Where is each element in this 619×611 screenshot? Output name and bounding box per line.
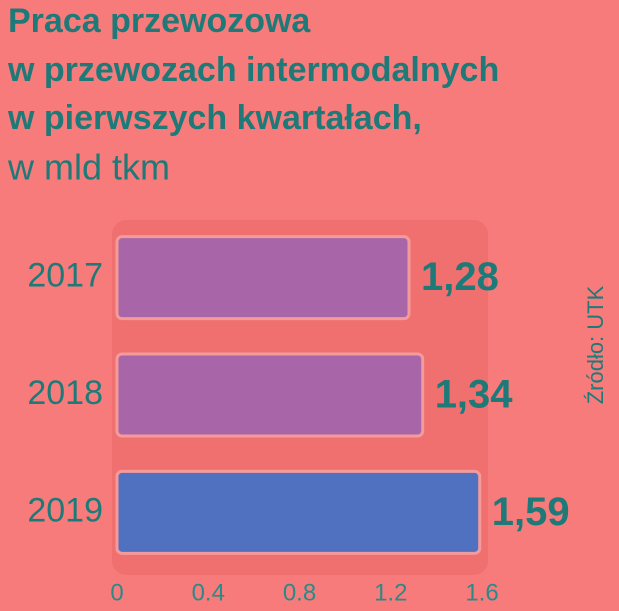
- bar: [115, 352, 425, 438]
- bar: [115, 469, 482, 555]
- chart-subtitle: w mld tkm: [7, 147, 170, 188]
- value-label: 1,34: [435, 373, 514, 417]
- x-tick-label: 1.6: [465, 579, 498, 606]
- chart-title: Praca przewozowa: [8, 2, 311, 40]
- x-tick-label: 0.4: [192, 579, 225, 606]
- x-tick-label: 1.2: [374, 579, 407, 606]
- x-tick-label: 0: [110, 579, 123, 606]
- x-tick-label: 0.8: [283, 579, 316, 606]
- value-label: 1,28: [421, 255, 499, 299]
- y-tick-label: 2019: [27, 491, 103, 529]
- chart-title: w przewozach intermodalnych: [7, 51, 499, 89]
- y-tick-label: 2017: [27, 257, 103, 295]
- y-tick-label: 2018: [27, 374, 103, 412]
- value-label: 1,59: [492, 490, 570, 534]
- bar: [115, 235, 411, 321]
- source: Źródło: UTK: [583, 285, 608, 404]
- chart-title: w pierwszych kwartałach,: [7, 99, 422, 137]
